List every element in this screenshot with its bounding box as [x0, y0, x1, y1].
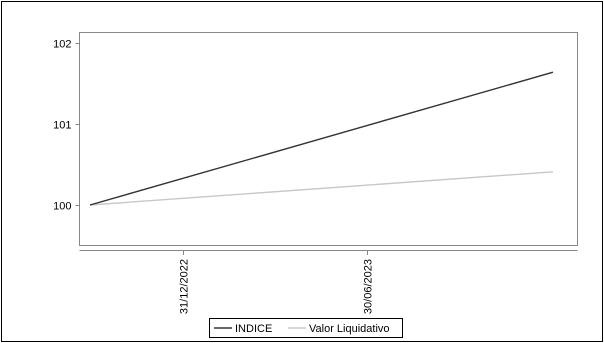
legend: INDICE Valor Liquidativo — [209, 318, 403, 338]
y-tick-label: 102 — [53, 39, 71, 51]
plot-area — [79, 32, 578, 246]
x-tick-label: 30/06/2023 — [363, 259, 375, 314]
y-tick-label: 100 — [53, 201, 71, 213]
x-tick-label: 31/12/2022 — [179, 259, 191, 314]
y-axis: 100 101 102 — [53, 39, 80, 213]
y-tick-label: 101 — [53, 120, 71, 132]
legend-label-valor-liquidativo: Valor Liquidativo — [309, 323, 390, 335]
series-layer — [89, 71, 554, 206]
series-line-indice — [89, 71, 554, 206]
series-line-valor-liquidativo — [89, 171, 554, 206]
legend-label-indice: INDICE — [235, 323, 272, 335]
x-axis: 31/12/2022 30/06/2023 — [79, 250, 578, 314]
